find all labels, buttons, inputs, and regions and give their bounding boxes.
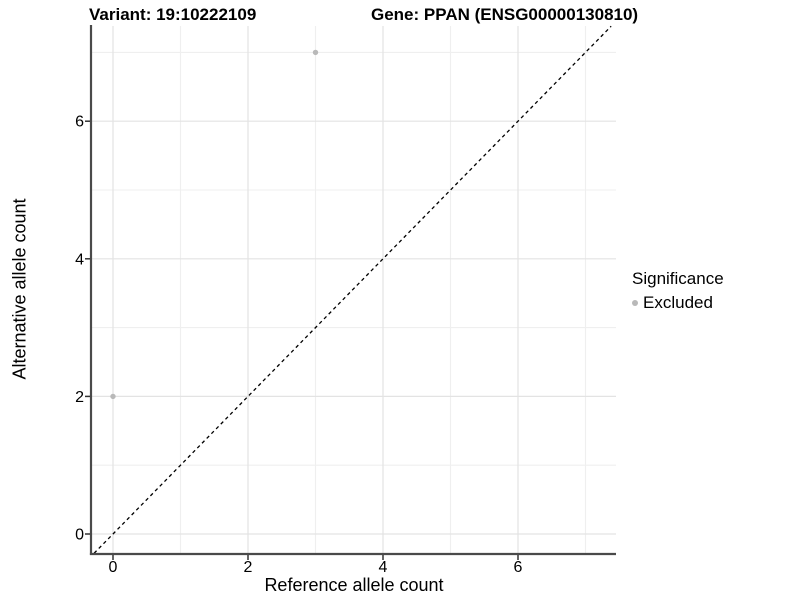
identity-line [93, 25, 612, 554]
y-tick-label: 0 [75, 527, 84, 544]
y-tick-label: 6 [75, 114, 84, 131]
x-tick-label: 4 [379, 559, 388, 576]
data-point [312, 49, 319, 56]
x-tick-label: 0 [109, 559, 118, 576]
legend-item-excluded: Excluded [632, 293, 724, 313]
legend-item-label: Excluded [643, 293, 713, 312]
plot-title-variant: Variant: 19:10222109 [89, 5, 257, 24]
legend-point-swatch [632, 300, 638, 306]
y-axis-title: Alternative allele count [9, 198, 30, 380]
y-tick-label: 2 [75, 389, 84, 406]
x-tick-label: 2 [244, 559, 253, 576]
x-axis-title: Reference allele count [264, 575, 444, 595]
y-tick-label: 4 [75, 251, 84, 268]
x-tick-label: 6 [514, 559, 523, 576]
plot-title-gene: Gene: PPAN (ENSG00000130810) [371, 5, 639, 24]
legend: Significance Excluded [632, 269, 724, 313]
data-point [110, 393, 116, 400]
legend-title: Significance [632, 269, 724, 288]
